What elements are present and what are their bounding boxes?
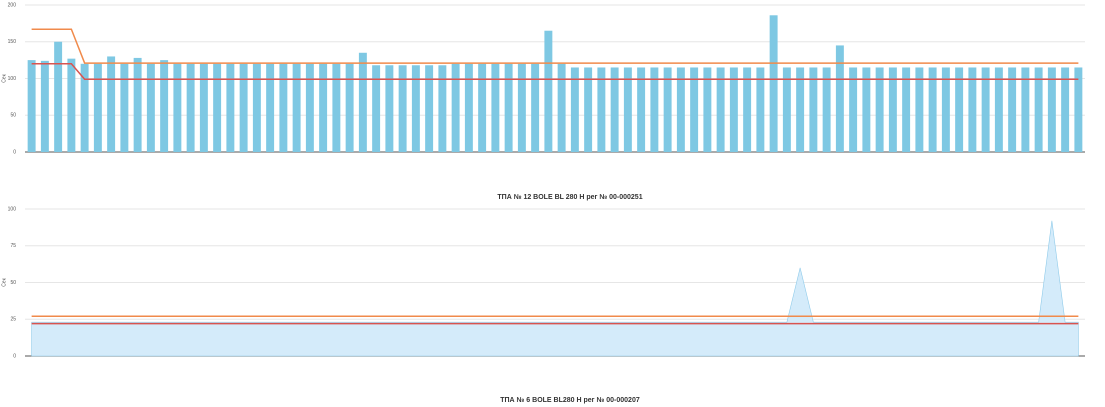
bar bbox=[491, 63, 500, 152]
bar bbox=[160, 60, 169, 152]
bar bbox=[451, 63, 460, 152]
bar bbox=[54, 41, 63, 152]
y-tick-label: 25 bbox=[10, 317, 16, 323]
bar bbox=[809, 67, 818, 152]
y-axis-label: Сек bbox=[1, 277, 7, 286]
bar bbox=[862, 67, 871, 152]
bar bbox=[1061, 67, 1070, 152]
bar bbox=[517, 63, 526, 152]
bar bbox=[1021, 67, 1030, 152]
bar bbox=[425, 65, 434, 152]
bar bbox=[835, 45, 844, 152]
bar bbox=[504, 63, 513, 152]
y-axis-label: Сек bbox=[1, 73, 7, 82]
bar bbox=[199, 63, 208, 152]
bar bbox=[372, 65, 381, 152]
bar bbox=[822, 67, 831, 152]
bar bbox=[928, 67, 937, 152]
reference-line bbox=[31, 63, 1079, 80]
bar bbox=[173, 63, 182, 152]
bar bbox=[676, 67, 685, 152]
bar bbox=[1074, 67, 1083, 152]
bar bbox=[266, 63, 275, 152]
y-tick-label: 100 bbox=[8, 76, 17, 82]
bar bbox=[292, 63, 301, 152]
bar bbox=[120, 63, 129, 152]
bar bbox=[650, 67, 659, 152]
bar bbox=[941, 67, 950, 152]
bar bbox=[1047, 67, 1056, 152]
bar bbox=[133, 57, 142, 152]
bar bbox=[663, 67, 672, 152]
bar bbox=[385, 65, 394, 152]
y-tick-label: 200 bbox=[8, 2, 17, 8]
bar bbox=[610, 67, 619, 152]
bar bbox=[80, 63, 89, 152]
bar bbox=[729, 67, 738, 152]
bar bbox=[252, 63, 261, 152]
bar bbox=[743, 67, 752, 152]
bar bbox=[438, 65, 447, 152]
bar bbox=[411, 65, 420, 152]
bar bbox=[464, 63, 473, 152]
bar bbox=[358, 52, 367, 152]
bar bbox=[107, 56, 116, 153]
bar bbox=[623, 67, 632, 152]
bar bbox=[584, 67, 593, 152]
bar bbox=[226, 63, 235, 152]
area bbox=[31, 220, 1079, 357]
y-tick-label: 50 bbox=[10, 113, 16, 119]
bar bbox=[756, 67, 765, 152]
bar bbox=[769, 15, 778, 153]
bar bbox=[902, 67, 911, 152]
bar bbox=[994, 67, 1003, 152]
bar bbox=[888, 67, 897, 152]
bar bbox=[716, 67, 725, 152]
y-tick-label: 50 bbox=[10, 280, 16, 286]
y-tick-label: 150 bbox=[8, 39, 17, 45]
bar bbox=[544, 30, 553, 153]
bar bbox=[796, 67, 805, 152]
bar bbox=[239, 63, 248, 152]
bar bbox=[40, 60, 49, 152]
bar bbox=[597, 67, 606, 152]
bar bbox=[398, 65, 407, 152]
chart-title: ТПА № 6 BOLE BL280 H рег № 00-000207 bbox=[500, 396, 640, 404]
bar bbox=[981, 67, 990, 152]
bar bbox=[345, 63, 354, 152]
reference-line bbox=[31, 28, 1079, 64]
bar bbox=[213, 63, 222, 152]
bar bbox=[332, 63, 341, 152]
bar bbox=[146, 63, 155, 152]
chart-title: ТПА № 12 BOLE BL 280 H рег № 00-000251 bbox=[497, 193, 642, 201]
bar bbox=[478, 63, 487, 152]
bar bbox=[875, 67, 884, 152]
bar bbox=[690, 67, 699, 152]
bar bbox=[279, 63, 288, 152]
bar bbox=[782, 67, 791, 152]
bar bbox=[305, 63, 314, 152]
y-tick-label: 100 bbox=[8, 206, 17, 212]
bar bbox=[915, 67, 924, 152]
bar bbox=[531, 63, 540, 152]
bar bbox=[703, 67, 712, 152]
bar bbox=[1034, 67, 1043, 152]
bar bbox=[93, 63, 102, 152]
bar bbox=[849, 67, 858, 152]
bar bbox=[637, 67, 646, 152]
y-tick-label: 0 bbox=[13, 149, 16, 155]
y-tick-label: 0 bbox=[13, 353, 16, 359]
bar bbox=[570, 67, 579, 152]
bar bbox=[186, 63, 195, 152]
bar bbox=[557, 63, 566, 152]
bar bbox=[968, 67, 977, 152]
bar bbox=[955, 67, 964, 152]
bar bbox=[27, 60, 36, 152]
bar bbox=[1008, 67, 1017, 152]
y-tick-label: 75 bbox=[10, 243, 16, 249]
bar bbox=[319, 63, 328, 152]
bar bbox=[67, 58, 76, 152]
